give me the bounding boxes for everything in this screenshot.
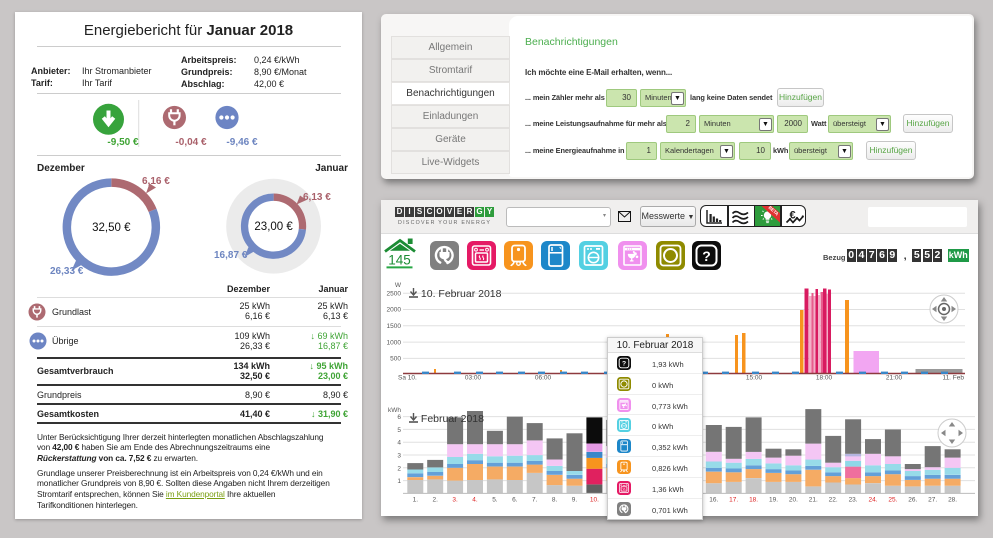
svg-text:10.: 10.: [590, 497, 599, 504]
svg-text:18:00: 18:00: [816, 375, 833, 382]
svg-text:3.: 3.: [452, 497, 458, 504]
svg-text:25.: 25.: [888, 497, 897, 504]
svg-text:5: 5: [397, 427, 401, 434]
svg-text:6,16 €: 6,16 €: [142, 176, 170, 187]
svg-text:500: 500: [390, 356, 401, 363]
svg-text:1.: 1.: [413, 497, 419, 504]
svg-text:8.: 8.: [552, 497, 558, 504]
svg-text:19.: 19.: [769, 497, 778, 504]
svg-text:W: W: [395, 282, 402, 289]
svg-text:kWh: kWh: [388, 407, 401, 414]
svg-text:9.: 9.: [572, 497, 578, 504]
svg-text:2000: 2000: [387, 307, 402, 314]
svg-text:26,33 €: 26,33 €: [50, 266, 84, 277]
svg-text:2500: 2500: [387, 290, 402, 297]
svg-text:21:00: 21:00: [886, 375, 903, 382]
svg-text:15:00: 15:00: [746, 375, 763, 382]
svg-text:26.: 26.: [908, 497, 917, 504]
svg-text:24.: 24.: [868, 497, 877, 504]
svg-text:16.: 16.: [709, 497, 718, 504]
svg-text:2: 2: [397, 465, 401, 472]
svg-text:21.: 21.: [809, 497, 818, 504]
svg-text:18.: 18.: [749, 497, 758, 504]
svg-text:03:00: 03:00: [465, 375, 482, 382]
svg-text:?: ?: [702, 248, 711, 264]
svg-text:22.: 22.: [829, 497, 838, 504]
svg-text:1500: 1500: [387, 323, 402, 330]
svg-text:16,87 €: 16,87 €: [214, 250, 248, 261]
svg-text:17.: 17.: [729, 497, 738, 504]
svg-text:20.: 20.: [789, 497, 798, 504]
svg-text:6,13 €: 6,13 €: [303, 192, 331, 203]
svg-text:1: 1: [397, 478, 401, 485]
svg-text:27.: 27.: [928, 497, 937, 504]
svg-text:6: 6: [397, 414, 401, 421]
svg-text:23,00 €: 23,00 €: [254, 221, 293, 233]
svg-text:6.: 6.: [512, 497, 518, 504]
svg-text:1000: 1000: [387, 339, 402, 346]
svg-text:145: 145: [388, 253, 411, 268]
svg-text:€: €: [790, 210, 796, 222]
svg-text:4.: 4.: [472, 497, 478, 504]
svg-text:3: 3: [397, 453, 401, 460]
svg-text:32,50 €: 32,50 €: [92, 222, 131, 234]
svg-text:Sa 10.: Sa 10.: [398, 375, 417, 382]
svg-text:06:00: 06:00: [535, 375, 552, 382]
svg-text:2.: 2.: [432, 497, 438, 504]
svg-text:7.: 7.: [532, 497, 538, 504]
svg-text:4: 4: [397, 440, 401, 447]
svg-text:11. Feb: 11. Feb: [942, 375, 964, 382]
svg-text:5.: 5.: [492, 497, 498, 504]
svg-text:23.: 23.: [849, 497, 858, 504]
svg-text:28.: 28.: [948, 497, 957, 504]
